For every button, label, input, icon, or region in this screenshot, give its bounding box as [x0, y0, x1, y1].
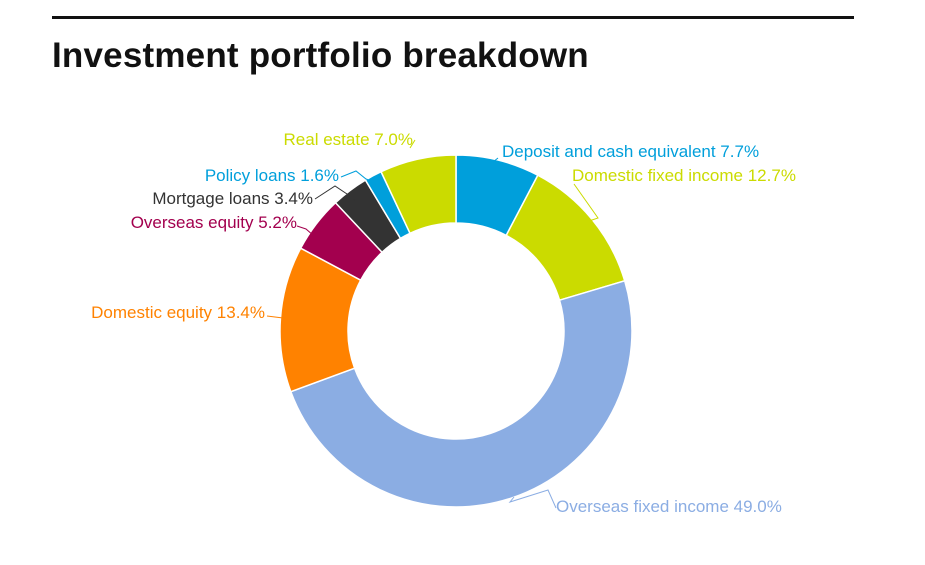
leader-line-domestic-equity — [266, 315, 284, 319]
leader-line-real-estate — [409, 139, 416, 149]
label-real-estate: Real estate 7.0% — [284, 130, 413, 149]
label-domestic-fixed-income: Domestic fixed income 12.7% — [572, 166, 796, 185]
label-overseas-equity: Overseas equity 5.2% — [131, 213, 297, 232]
leader-line-mortgage-loans — [314, 185, 356, 201]
label-domestic-equity: Domestic equity 13.4% — [91, 303, 265, 322]
chart-title: Investment portfolio breakdown — [52, 36, 589, 75]
top-rule — [52, 16, 854, 19]
slice-overseas-fixed-income — [289, 279, 633, 508]
label-deposit-and-cash-equivalent: Deposit and cash equivalent 7.7% — [502, 142, 759, 161]
label-mortgage-loans: Mortgage loans 3.4% — [152, 189, 313, 208]
slice-real-estate — [380, 154, 457, 235]
label-overseas-fixed-income: Overseas fixed income 49.0% — [556, 497, 782, 516]
leader-line-domestic-fixed-income — [573, 183, 599, 223]
label-policy-loans: Policy loans 1.6% — [205, 166, 339, 185]
donut-slices — [279, 154, 633, 508]
leader-line-overseas-equity — [296, 225, 315, 237]
slice-labels: Deposit and cash equivalent 7.7% Domestic… — [91, 130, 796, 516]
leader-line-deposit-and-cash-equivalent — [492, 157, 499, 163]
leader-line-overseas-fixed-income — [508, 489, 557, 509]
leader-line-policy-loans — [340, 170, 375, 183]
